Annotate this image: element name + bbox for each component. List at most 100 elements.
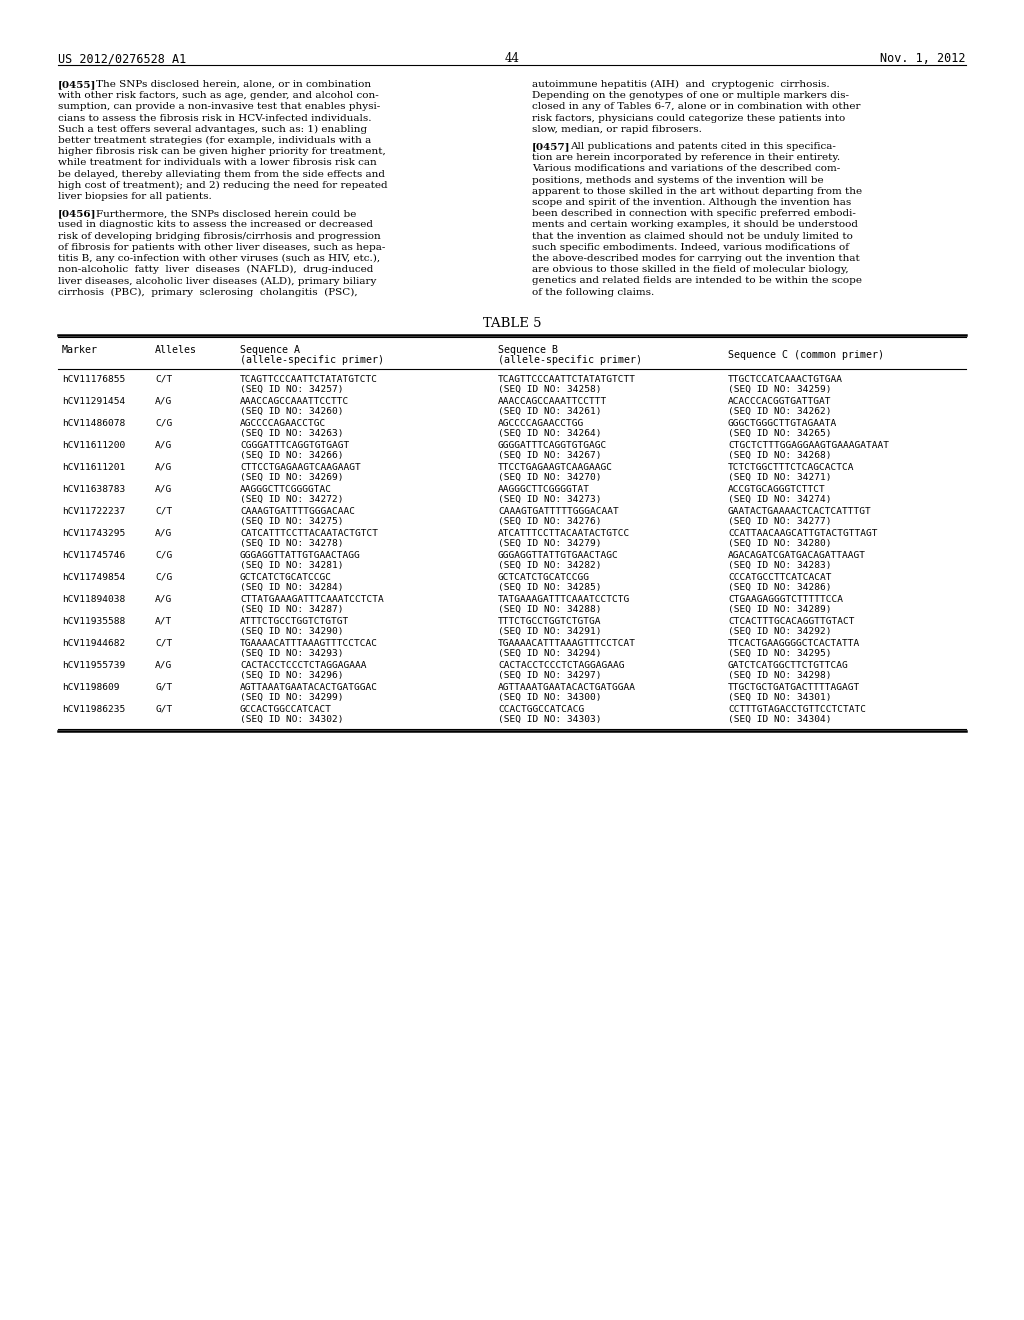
Text: C/G: C/G (155, 573, 172, 582)
Text: GCTCATCTGCATCCGC: GCTCATCTGCATCCGC (240, 573, 332, 582)
Text: A/G: A/G (155, 529, 172, 537)
Text: GGGCTGGGCTTGTAGAATA: GGGCTGGGCTTGTAGAATA (728, 418, 838, 428)
Text: apparent to those skilled in the art without departing from the: apparent to those skilled in the art wit… (532, 187, 862, 195)
Text: TCTCTGGCTTTCTCAGCACTCA: TCTCTGGCTTTCTCAGCACTCA (728, 463, 854, 471)
Text: TCAGTTCCCAATTCTATATGTCTC: TCAGTTCCCAATTCTATATGTCTC (240, 375, 378, 384)
Text: high cost of treatment); and 2) reducing the need for repeated: high cost of treatment); and 2) reducing… (58, 181, 388, 190)
Text: Nov. 1, 2012: Nov. 1, 2012 (881, 51, 966, 65)
Text: ACACCCACGGTGATTGAT: ACACCCACGGTGATTGAT (728, 397, 831, 405)
Text: TTCACTGAAGGGGCTCACTATTA: TTCACTGAAGGGGCTCACTATTA (728, 639, 860, 648)
Text: hCV11894038: hCV11894038 (62, 595, 125, 603)
Text: (SEQ ID NO: 34295): (SEQ ID NO: 34295) (728, 649, 831, 657)
Text: Sequence A: Sequence A (240, 345, 300, 355)
Text: C/T: C/T (155, 375, 172, 384)
Text: (SEQ ID NO: 34293): (SEQ ID NO: 34293) (240, 649, 343, 657)
Text: CTTCCTGAGAAGTCAAGAAGT: CTTCCTGAGAAGTCAAGAAGT (240, 463, 360, 471)
Text: (SEQ ID NO: 34270): (SEQ ID NO: 34270) (498, 473, 601, 482)
Text: of the following claims.: of the following claims. (532, 288, 654, 297)
Text: (SEQ ID NO: 34259): (SEQ ID NO: 34259) (728, 385, 831, 393)
Text: Sequence C (common primer): Sequence C (common primer) (728, 350, 884, 360)
Text: tion are herein incorporated by reference in their entirety.: tion are herein incorporated by referenc… (532, 153, 840, 162)
Text: (allele-specific primer): (allele-specific primer) (240, 355, 384, 364)
Text: (SEQ ID NO: 34271): (SEQ ID NO: 34271) (728, 473, 831, 482)
Text: (SEQ ID NO: 34302): (SEQ ID NO: 34302) (240, 715, 343, 723)
Text: A/G: A/G (155, 463, 172, 471)
Text: used in diagnostic kits to assess the increased or decreased: used in diagnostic kits to assess the in… (58, 220, 373, 230)
Text: the above-described modes for carrying out the invention that: the above-described modes for carrying o… (532, 253, 860, 263)
Text: GAATACTGAAAACTCACTCATTTGT: GAATACTGAAAACTCACTCATTTGT (728, 507, 871, 516)
Text: hCV11638783: hCV11638783 (62, 484, 125, 494)
Text: hCV11749854: hCV11749854 (62, 573, 125, 582)
Text: CCCATGCCTTCATCACAT: CCCATGCCTTCATCACAT (728, 573, 831, 582)
Text: Various modifications and variations of the described com-: Various modifications and variations of … (532, 165, 841, 173)
Text: AGTTAAATGAATACACTGATGGAA: AGTTAAATGAATACACTGATGGAA (498, 682, 636, 692)
Text: (SEQ ID NO: 34298): (SEQ ID NO: 34298) (728, 671, 831, 680)
Text: (SEQ ID NO: 34257): (SEQ ID NO: 34257) (240, 385, 343, 393)
Text: GATCTCATGGCTTCTGTTCAG: GATCTCATGGCTTCTGTTCAG (728, 661, 849, 669)
Text: slow, median, or rapid fibrosers.: slow, median, or rapid fibrosers. (532, 125, 701, 133)
Text: [0455]: [0455] (58, 81, 96, 88)
Text: Marker: Marker (62, 345, 98, 355)
Text: CCACTGGCCATCACG: CCACTGGCCATCACG (498, 705, 585, 714)
Text: hCV11955739: hCV11955739 (62, 661, 125, 669)
Text: genetics and related fields are intended to be within the scope: genetics and related fields are intended… (532, 276, 862, 285)
Text: CGGGATTTCAGGTGTGAGT: CGGGATTTCAGGTGTGAGT (240, 441, 349, 450)
Text: TGAAAACATTTAAAGTTTCCTCAC: TGAAAACATTTAAAGTTTCCTCAC (240, 639, 378, 648)
Text: liver diseases, alcoholic liver diseases (ALD), primary biliary: liver diseases, alcoholic liver diseases… (58, 276, 377, 285)
Text: AAACCAGCCAAATTCCTTC: AAACCAGCCAAATTCCTTC (240, 397, 349, 405)
Text: Furthermore, the SNPs disclosed herein could be: Furthermore, the SNPs disclosed herein c… (96, 209, 356, 218)
Text: (SEQ ID NO: 34269): (SEQ ID NO: 34269) (240, 473, 343, 482)
Text: AGCCCCAGAACCTGG: AGCCCCAGAACCTGG (498, 418, 585, 428)
Text: (SEQ ID NO: 34263): (SEQ ID NO: 34263) (240, 429, 343, 438)
Text: cirrhosis  (PBC),  primary  sclerosing  cholangitis  (PSC),: cirrhosis (PBC), primary sclerosing chol… (58, 288, 357, 297)
Text: (allele-specific primer): (allele-specific primer) (498, 355, 642, 364)
Text: TTTCTGCCTGGTCTGTGA: TTTCTGCCTGGTCTGTGA (498, 616, 601, 626)
Text: (SEQ ID NO: 34300): (SEQ ID NO: 34300) (498, 693, 601, 702)
Text: be delayed, thereby alleviating them from the side effects and: be delayed, thereby alleviating them fro… (58, 169, 385, 178)
Text: hCV11486078: hCV11486078 (62, 418, 125, 428)
Text: ACCGTGCAGGGTCTTCT: ACCGTGCAGGGTCTTCT (728, 484, 825, 494)
Text: hCV11935588: hCV11935588 (62, 616, 125, 626)
Text: A/G: A/G (155, 595, 172, 603)
Text: (SEQ ID NO: 34262): (SEQ ID NO: 34262) (728, 407, 831, 416)
Text: been described in connection with specific preferred embodi-: been described in connection with specif… (532, 209, 856, 218)
Text: hCV1198609: hCV1198609 (62, 682, 120, 692)
Text: TTGCTGCTGATGACTTTTAGAGT: TTGCTGCTGATGACTTTTAGAGT (728, 682, 860, 692)
Text: cians to assess the fibrosis risk in HCV-infected individuals.: cians to assess the fibrosis risk in HCV… (58, 114, 372, 123)
Text: TTGCTCCATCAAACTGTGAA: TTGCTCCATCAAACTGTGAA (728, 375, 843, 384)
Text: (SEQ ID NO: 34273): (SEQ ID NO: 34273) (498, 495, 601, 504)
Text: with other risk factors, such as age, gender, and alcohol con-: with other risk factors, such as age, ge… (58, 91, 379, 100)
Text: titis B, any co-infection with other viruses (such as HIV, etc.),: titis B, any co-infection with other vir… (58, 253, 380, 263)
Text: (SEQ ID NO: 34279): (SEQ ID NO: 34279) (498, 539, 601, 548)
Text: C/G: C/G (155, 550, 172, 560)
Text: sumption, can provide a non-invasive test that enables physi-: sumption, can provide a non-invasive tes… (58, 103, 380, 111)
Text: while treatment for individuals with a lower fibrosis risk can: while treatment for individuals with a l… (58, 158, 377, 168)
Text: TGAAAACATTTAAAGTTTCCTCAT: TGAAAACATTTAAAGTTTCCTCAT (498, 639, 636, 648)
Text: A/G: A/G (155, 484, 172, 494)
Text: (SEQ ID NO: 34266): (SEQ ID NO: 34266) (240, 451, 343, 459)
Text: (SEQ ID NO: 34280): (SEQ ID NO: 34280) (728, 539, 831, 548)
Text: (SEQ ID NO: 34296): (SEQ ID NO: 34296) (240, 671, 343, 680)
Text: 44: 44 (505, 51, 519, 65)
Text: non-alcoholic  fatty  liver  diseases  (NAFLD),  drug-induced: non-alcoholic fatty liver diseases (NAFL… (58, 265, 374, 275)
Text: (SEQ ID NO: 34291): (SEQ ID NO: 34291) (498, 627, 601, 636)
Text: US 2012/0276528 A1: US 2012/0276528 A1 (58, 51, 186, 65)
Text: hCV11944682: hCV11944682 (62, 639, 125, 648)
Text: (SEQ ID NO: 34283): (SEQ ID NO: 34283) (728, 561, 831, 570)
Text: (SEQ ID NO: 34288): (SEQ ID NO: 34288) (498, 605, 601, 614)
Text: TCAGTTCCCAATTCTATATGTCTT: TCAGTTCCCAATTCTATATGTCTT (498, 375, 636, 384)
Text: AAGGGCTTCGGGGTAC: AAGGGCTTCGGGGTAC (240, 484, 332, 494)
Text: CAAAGTGATTTTGGGACAAC: CAAAGTGATTTTGGGACAAC (240, 507, 355, 516)
Text: (SEQ ID NO: 34281): (SEQ ID NO: 34281) (240, 561, 343, 570)
Text: (SEQ ID NO: 34285): (SEQ ID NO: 34285) (498, 583, 601, 591)
Text: of fibrosis for patients with other liver diseases, such as hepa-: of fibrosis for patients with other live… (58, 243, 385, 252)
Text: hCV11722237: hCV11722237 (62, 507, 125, 516)
Text: such specific embodiments. Indeed, various modifications of: such specific embodiments. Indeed, vario… (532, 243, 849, 252)
Text: (SEQ ID NO: 34260): (SEQ ID NO: 34260) (240, 407, 343, 416)
Text: Sequence B: Sequence B (498, 345, 558, 355)
Text: AGACAGATCGATGACAGATTAAGT: AGACAGATCGATGACAGATTAAGT (728, 550, 866, 560)
Text: closed in any of Tables 6-7, alone or in combination with other: closed in any of Tables 6-7, alone or in… (532, 103, 860, 111)
Text: C/T: C/T (155, 639, 172, 648)
Text: better treatment strategies (for example, individuals with a: better treatment strategies (for example… (58, 136, 372, 145)
Text: CCATTAACAAGCATTGTACTGTTAGT: CCATTAACAAGCATTGTACTGTTAGT (728, 529, 878, 537)
